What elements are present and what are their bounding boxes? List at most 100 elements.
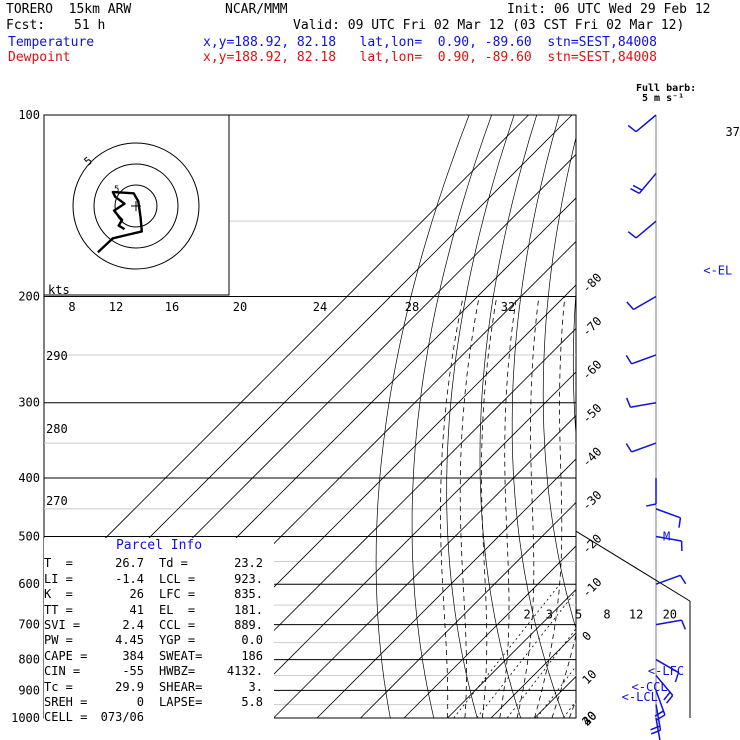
parcel-info-row: SVI = 2.4 CCL = 889. [44,618,274,633]
moist-adiabat-line [499,296,517,718]
wind-barb-flag [650,725,661,731]
hodograph-trace [97,190,143,254]
isotherm-line [229,371,576,718]
level-annotation: M [663,529,670,543]
pressure-tick-label: 200 [18,290,40,304]
speed-scale-label: 12 [109,300,123,314]
isotherm-line [316,458,576,718]
moist-adiabat-line [534,296,566,718]
hodograph-ring-label: 5 [114,185,119,195]
wind-barb-flag [680,619,687,630]
parcel-key: T = [44,556,73,571]
level-annotation: <-CCL [632,680,668,694]
legend-temperature: Temperature [8,35,95,50]
init-time: Init: 06 UTC Wed 29 Feb 12 [507,2,711,17]
parcel-value: 384 [122,648,144,663]
mixing-ratio-label: 12 [629,608,643,622]
parcel-value: 26.7 [115,556,144,571]
isotherm-label: -70 [579,314,604,339]
parcel-value: 3. [248,679,263,694]
moist-adiabat-line [481,296,498,718]
dry-adiabat-line [631,115,740,731]
parcel-value: 23.2 [234,556,263,571]
dry-adiabat-line [710,115,740,731]
isotherm-line [447,588,576,718]
moist-adiabat-line [639,297,740,719]
parcel-value: -1.4 [115,571,144,586]
wind-barb-flag [646,503,657,507]
dry-adiabat-line [542,136,576,631]
parcel-value: 2.4 [122,618,144,633]
parcel-info-row: CAPE = 384 SWEAT= 186 [44,649,274,664]
wind-barb-flag [625,354,633,365]
isotherm-line [273,414,576,718]
parcel-info-row: SREH = 0 LAPSE= 5.8 [44,695,274,710]
parcel-value: 186 [241,648,263,663]
wind-barb-staff [631,354,657,365]
parcel-key [159,710,215,725]
wind-barb-staff [655,658,679,674]
parcel-key: PW = [44,633,73,648]
wind-barb-flag [625,397,632,408]
speed-scale-label: 28 [405,300,419,314]
location-line-dewpoint: x,y=188.92, 82.18 lat,lon= 0.90, -89.60 … [203,50,657,65]
hodograph-ring [93,163,179,249]
moist-adiabat-line [516,296,540,718]
valid-time: Valid: 09 UTC Fri 02 Mar 12 (03 CST Fri … [293,18,685,33]
sidebar-diagonal [575,530,691,602]
level-annotation: <-LFC [648,664,684,678]
dry-adiabat-line [411,115,492,718]
isotherm-label: 0 [579,629,594,644]
pressure-tick-label: 900 [18,683,40,697]
parcel-value: 073/06 [100,710,144,725]
isotherm-label: -80 [579,270,604,295]
isotherm-label: -60 [579,357,604,382]
moist-adiabat-line [622,297,740,719]
forecast-value: 51 h [74,18,106,33]
parcel-key: CCL = [159,618,196,633]
wind-barb-flag [679,574,687,585]
isotherm-line [186,327,576,718]
wind-barb-flag [650,729,661,735]
parcel-key: EL = [159,602,196,617]
mixing-ratio-label: 5 [575,608,582,622]
parcel-info-row: TT = 41 EL = 181. [44,603,274,618]
pressure-tick-label: 300 [18,396,40,410]
speed-scale-label: 20 [233,300,247,314]
dry-adiabat-line [446,115,515,718]
theta-label: 280 [46,422,68,436]
parcel-info-row: PW = 4.45 YGP = 0.0 [44,633,274,648]
wind-barb-staff [635,220,657,239]
pressure-tick-label: 600 [18,577,40,591]
forecast-label: Fcst: [6,18,46,33]
isotherm-line [490,632,576,718]
wind-barb-staff [655,690,666,716]
wind-barb-staff [630,401,657,408]
mixing-ratio-label: 8 [603,608,610,622]
isotherm-line [44,115,529,601]
wind-barb-staff [655,674,674,696]
mixing-ratio-line [476,590,576,718]
parcel-key: Td = [159,556,188,571]
parcel-info-row: Tc = 29.9 SHEAR= 3. [44,680,274,695]
parcel-value: 29.9 [115,679,144,694]
mixing-ratio-line [453,583,561,718]
parcel-key: TT = [44,602,73,617]
location-line-temperature: x,y=188.92, 82.18 lat,lon= 0.90, -89.60 … [203,35,657,50]
parcel-info-row: CIN = -55 HWBZ= 4132. [44,664,274,679]
dewpoint-line [592,115,694,718]
isotherm-line [665,115,740,718]
level-annotation: <-EL [703,263,732,277]
barb-legend-title: Full barb: [636,83,697,94]
temperature-line [600,115,740,718]
isotherm-line [709,115,740,718]
isotherm-label: 10 [579,667,599,687]
parcel-info-title: Parcel Info [115,538,203,553]
isotherm-label: -10 [579,575,604,600]
wind-barb-flag [663,691,671,701]
wind-barb-staff [655,535,682,542]
dry-adiabat-line [602,115,701,731]
dry-adiabat-line [479,115,538,718]
mixing-ratio-label: 2 [524,608,531,622]
parcel-info-row: K = 26 LFC = 835. [44,587,274,602]
